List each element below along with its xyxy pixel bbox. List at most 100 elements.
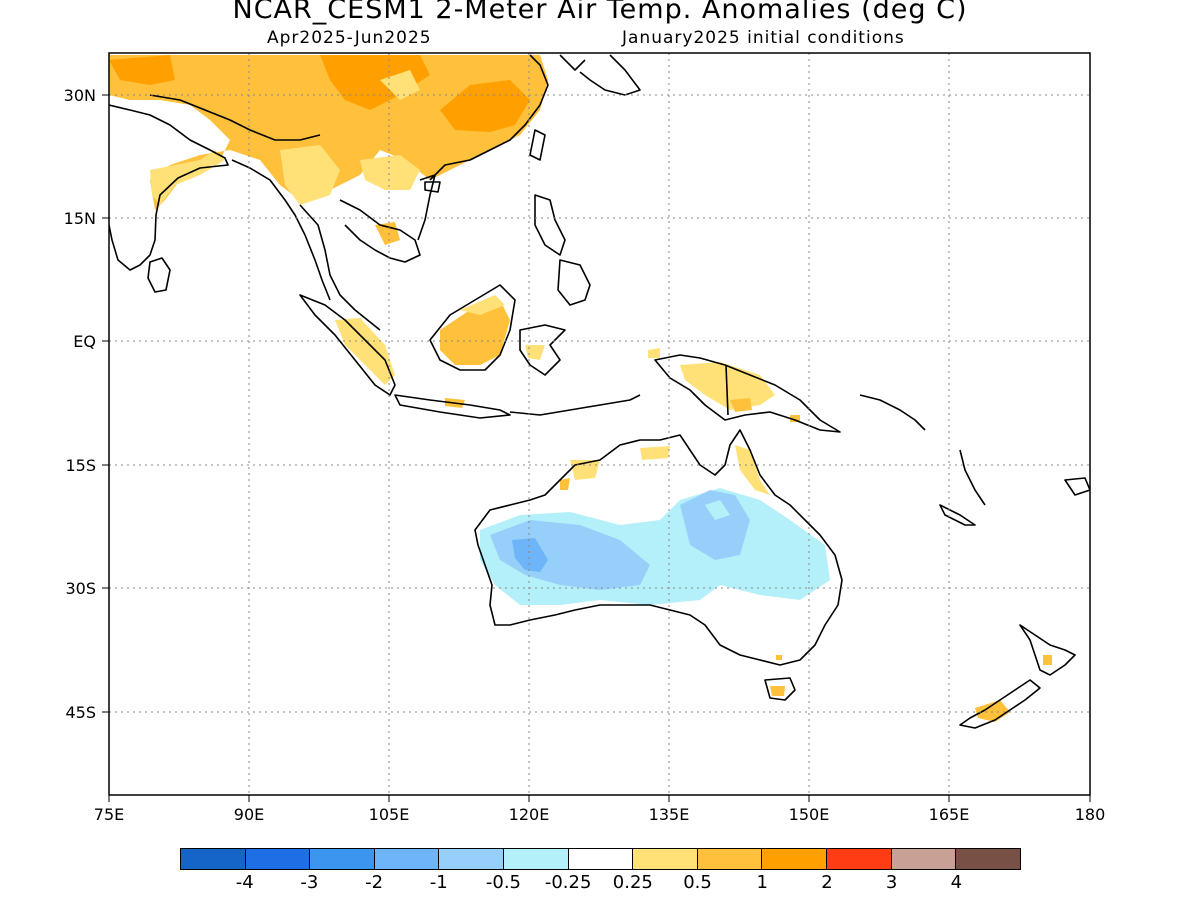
- australia-cool-moderate-east: [680, 490, 750, 560]
- anomaly-shading: [109, 55, 1052, 722]
- thailand-warm: [375, 222, 400, 245]
- china-coast: [429, 54, 549, 181]
- indochina-mild-warm: [360, 155, 420, 190]
- colorbar-swatch: [245, 849, 311, 869]
- plot-frame: [108, 52, 1091, 796]
- x-tick-label: 105E: [369, 805, 410, 824]
- kimberley-warm: [560, 478, 570, 490]
- nz-south-warm: [975, 700, 1010, 722]
- y-tick-label: 30N: [64, 86, 96, 105]
- colorbar-label: -4: [235, 872, 254, 893]
- x-tick-label: 120E: [509, 805, 550, 824]
- himalaya-border: [149, 94, 321, 141]
- colorbar-swatch: [310, 849, 375, 869]
- philippines-south: [557, 259, 591, 306]
- colorbar-swatch: [439, 849, 505, 869]
- asia-strong-warm-2: [440, 80, 530, 132]
- india-mild-warm: [150, 150, 225, 205]
- borneo-warm: [440, 300, 510, 365]
- borneo-mild-warm: [460, 295, 505, 315]
- sumatra-coast: [299, 294, 396, 396]
- moluccas-warm: [648, 348, 660, 358]
- new-guinea-coast: [654, 354, 841, 433]
- coastlines: [109, 54, 1090, 729]
- australia-coast: [474, 429, 843, 666]
- x-tick-label: 150E: [789, 805, 830, 824]
- asia-mild-warm-2: [280, 145, 340, 205]
- new-guinea-border: [725, 364, 729, 416]
- x-tick-label: 165E: [929, 805, 970, 824]
- y-axis-labels: 30N 15N EQ 15S 30S 45S: [64, 86, 96, 722]
- x-axis-labels: 75E 90E 105E 120E 135E 150E 165E 180: [94, 805, 1106, 824]
- colorbar-swatch: [181, 849, 246, 869]
- cape-york-warm: [735, 445, 770, 495]
- sri-lanka-coast: [147, 257, 171, 293]
- asia-strong-warm-3: [109, 55, 175, 85]
- asia-strong-warm-1: [320, 55, 430, 110]
- sumatra-warm: [335, 318, 395, 385]
- lesser-sunda: [509, 394, 641, 416]
- australia-cool-strong: [512, 538, 548, 572]
- colorbar-label: -0.25: [544, 872, 592, 893]
- vanuatu: [959, 449, 986, 506]
- indochina-coast: [339, 199, 421, 263]
- newguinea-strong-warm: [730, 398, 752, 412]
- nz-north-island: [1019, 624, 1076, 676]
- x-tick-label: 135E: [649, 805, 690, 824]
- x-axis-ticks: [108, 795, 1091, 802]
- y-tick-label: 30S: [65, 579, 96, 598]
- x-tick-label: 75E: [94, 805, 124, 824]
- graticule: [109, 53, 1090, 795]
- y-axis-ticks: [102, 94, 109, 713]
- colorbar-label: -3: [300, 872, 319, 893]
- colorbar-label: 0.5: [683, 872, 712, 893]
- colorbar-label: -0.5: [485, 872, 522, 893]
- colorbar-swatch: [891, 849, 957, 869]
- colorbar-swatch: [568, 849, 634, 869]
- colorbar-label: 2: [821, 872, 833, 893]
- malay-peninsula: [299, 204, 381, 331]
- colorbar: [180, 848, 1021, 870]
- japan-coast: [579, 54, 641, 96]
- borneo-coast: [429, 284, 516, 371]
- y-tick-label: 45S: [65, 703, 96, 722]
- new-caledonia: [939, 504, 976, 526]
- top-end-warm: [640, 446, 670, 460]
- colorbar-label: -1: [429, 872, 448, 893]
- colorbar-swatch: [504, 849, 569, 869]
- sulawesi-coast: [519, 324, 566, 376]
- korea-coast: [559, 54, 586, 71]
- x-tick-label: 90E: [234, 805, 264, 824]
- colorbar-label: 3: [885, 872, 898, 893]
- vietnam-coast: [417, 174, 436, 241]
- philippines-luzon: [534, 194, 566, 256]
- colorbar-labels: -4 -3 -2 -1 -0.5 -0.25 0.25 0.5 1 2 3 4: [180, 872, 1021, 894]
- solomon-islands: [859, 394, 926, 431]
- colorbar-label: 0.25: [612, 872, 653, 893]
- nz-north-warm: [1043, 655, 1052, 665]
- java-coast: [394, 394, 511, 419]
- colorbar-swatch: [633, 849, 698, 869]
- india-coast: [109, 104, 229, 271]
- x-tick-label: 180: [1075, 805, 1106, 824]
- colorbar-swatch: [762, 849, 828, 869]
- initial-conditions-label: January2025 initial conditions: [622, 28, 905, 48]
- colorbar-label: 1: [756, 872, 768, 893]
- y-tick-label: 15S: [65, 456, 96, 475]
- map-title: NCAR_CESM1 2-Meter Air Temp. Anomalies (…: [232, 0, 968, 25]
- colorbar-label: 4: [950, 872, 963, 893]
- fiji: [1064, 477, 1090, 496]
- nz-south-island: [959, 679, 1041, 729]
- y-tick-label: 15N: [64, 209, 96, 228]
- taiwan-coast: [529, 129, 546, 161]
- sulawesi-warm: [525, 345, 545, 360]
- colorbar-swatch: [956, 849, 1020, 869]
- victoria-warm: [776, 655, 782, 660]
- asia-mild-warm-1: [380, 70, 420, 100]
- forecast-period: Apr2025-Jun2025: [267, 28, 432, 48]
- colorbar-label: -2: [365, 872, 384, 893]
- colorbar-swatch: [374, 849, 440, 869]
- hainan-coast: [424, 181, 441, 193]
- colorbar-swatch: [697, 849, 763, 869]
